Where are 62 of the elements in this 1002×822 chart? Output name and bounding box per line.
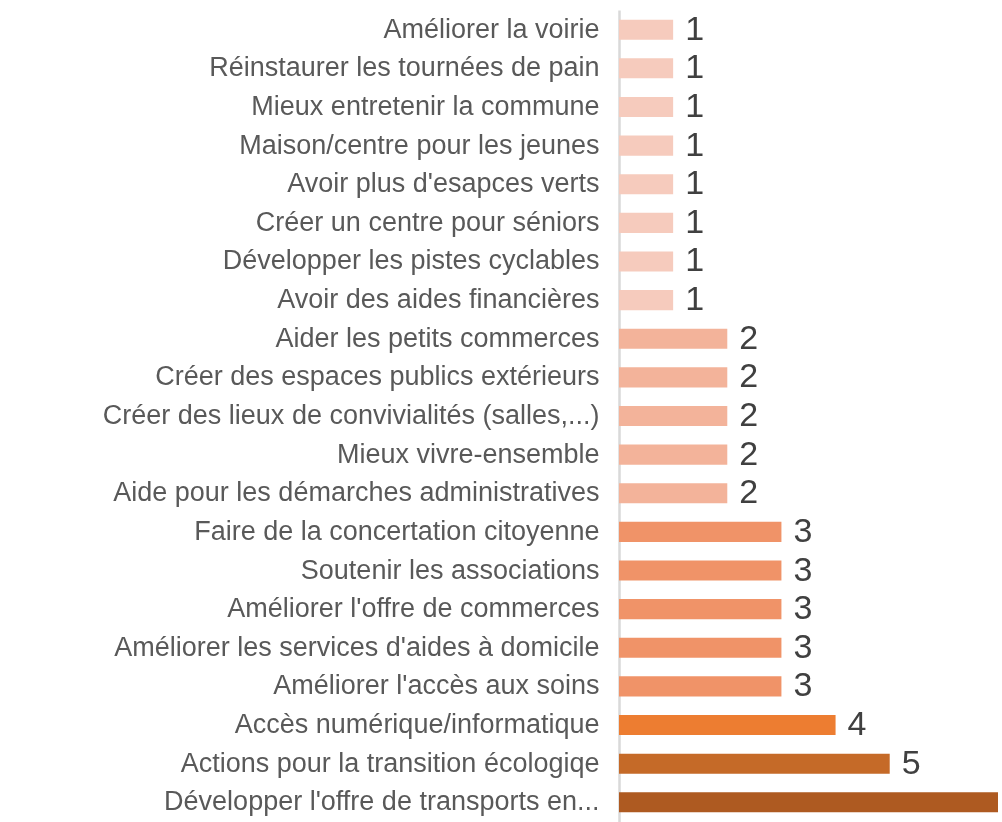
data-label: 1 [685, 124, 705, 163]
y-tick-label: Actions pour la transition écologiqe [180, 747, 600, 778]
data-label: 1 [685, 240, 705, 279]
y-tick-label: Créer des espaces publics extérieurs [155, 361, 600, 392]
y-tick-label: Accès numérique/informatique [234, 709, 600, 740]
y-tick-label: Aider les petits commerces [275, 322, 600, 353]
bar [619, 753, 890, 774]
data-label: 2 [739, 356, 759, 395]
y-tick-label: Maison/centre pour les jeunes [239, 129, 600, 160]
bar [619, 560, 782, 581]
data-label: 3 [793, 588, 813, 627]
data-label: 1 [685, 47, 705, 86]
bar [619, 521, 782, 542]
y-tick-label: Améliorer l'accès aux soins [273, 670, 600, 701]
bar [619, 367, 728, 388]
bar [619, 135, 674, 156]
data-label: 2 [739, 472, 759, 511]
y-tick-label: Développer l'offre de transports en... [164, 786, 600, 817]
bar [619, 676, 782, 697]
bar [619, 444, 728, 465]
data-label: 2 [739, 395, 759, 433]
data-label: 1 [685, 279, 705, 318]
y-tick-label: Aide pour les démarches administratives [113, 477, 600, 508]
bar [619, 328, 728, 349]
bar [619, 251, 674, 272]
y-tick-label: Avoir des aides financières [277, 284, 600, 315]
y-tick-label: Mieux vivre-ensemble [336, 438, 600, 469]
bar [619, 715, 836, 736]
y-tick-label: Créer un centre pour séniors [255, 206, 600, 237]
y-tick-label: Faire de la concertation citoyenne [194, 515, 600, 546]
data-label: 3 [793, 510, 813, 549]
data-label: 4 [847, 704, 867, 743]
data-label: 1 [685, 8, 705, 47]
data-label: 1 [685, 85, 705, 124]
data-label: 1 [685, 201, 705, 240]
bar [619, 19, 674, 40]
bar [619, 637, 782, 658]
y-tick-label: Réinstaurer les tournées de pain [209, 52, 600, 83]
y-tick-label: Améliorer les services d'aides à domicile [114, 631, 600, 662]
data-label: 2 [739, 317, 759, 356]
bar [619, 174, 674, 195]
data-label: 5 [901, 742, 921, 781]
bar [619, 405, 728, 427]
y-tick-label: Soutenir les associations [300, 554, 600, 585]
y-tick-label: Mieux entretenir la commune [251, 90, 600, 121]
data-label: 3 [793, 549, 813, 588]
y-tick-label: Avoir plus d'esapces verts [287, 168, 600, 199]
y-tick-label: Développer les pistes cyclables [222, 245, 600, 276]
y-tick-label: Améliorer la voirie [383, 13, 600, 44]
data-label: 2 [739, 433, 759, 472]
bar [619, 96, 674, 117]
y-tick-label: Améliorer l'offre de commerces [227, 593, 600, 624]
bar [619, 792, 998, 813]
bar [619, 290, 674, 311]
data-label: 3 [793, 626, 813, 665]
bar [619, 483, 728, 504]
data-label: 3 [793, 665, 813, 704]
bar [619, 599, 782, 620]
bar [619, 58, 674, 79]
y-tick-label: Créer des lieux de convivialités (salles,...) [102, 400, 600, 430]
data-label: 1 [685, 163, 705, 202]
bar [619, 212, 674, 233]
